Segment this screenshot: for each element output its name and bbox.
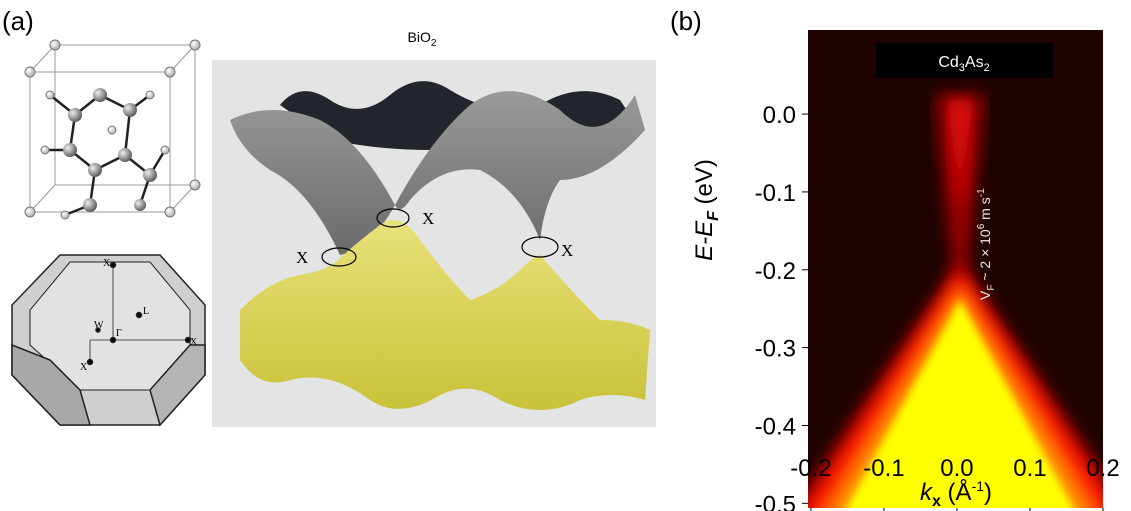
y-tick-label: 0.0 (763, 102, 796, 129)
surface-point-label: X (422, 209, 434, 228)
y-tick-label: -0.2 (755, 258, 796, 285)
zone-point-label: W (94, 320, 104, 331)
y-tick-label: -0.1 (755, 180, 796, 207)
y-axis-label: E-EF (eV) (691, 159, 722, 261)
panel-label: (a) (2, 6, 34, 36)
crystal-structure (25, 40, 200, 219)
surface-point-label: X (561, 241, 573, 260)
zone-point-label: X (80, 362, 88, 373)
x-tick-label: -0.2 (790, 455, 831, 482)
figure: (a) (0, 0, 1131, 511)
surface-point-label: X (296, 248, 308, 267)
brillouin-zone (12, 255, 205, 425)
y-tick-label: -0.3 (755, 336, 796, 363)
zone-point-label: L (143, 306, 149, 317)
panel-label: (b) (670, 6, 702, 36)
x-tick-label: -0.1 (863, 455, 904, 482)
zone-point-label: X (103, 258, 111, 269)
x-tick-label: 0.1 (1013, 455, 1046, 482)
y-tick-label: -0.5 (755, 491, 796, 511)
band-surface (212, 60, 656, 427)
x-tick-label: 0.0 (940, 455, 973, 482)
surface-title: BiO2 (408, 29, 437, 49)
intensity-map (780, 30, 1131, 511)
zone-point-label: Γ (116, 328, 122, 339)
zone-point-label: X (190, 337, 198, 348)
x-tick-label: 0.2 (1086, 455, 1119, 482)
y-tick-label: -0.4 (755, 413, 796, 440)
